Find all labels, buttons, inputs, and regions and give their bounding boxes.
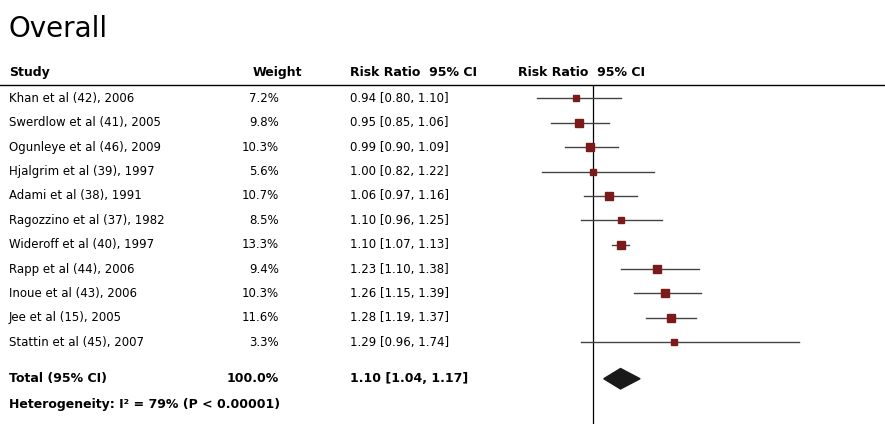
Text: 1.23 [1.10, 1.38]: 1.23 [1.10, 1.38] [350,262,449,276]
Text: 0.99 [0.90, 1.09]: 0.99 [0.90, 1.09] [350,141,449,153]
Text: Stattin et al (45), 2007: Stattin et al (45), 2007 [9,336,144,349]
Text: 1.10 [0.96, 1.25]: 1.10 [0.96, 1.25] [350,214,449,227]
Text: Overall: Overall [9,15,108,43]
Text: 1.10 [1.04, 1.17]: 1.10 [1.04, 1.17] [350,372,468,385]
Text: 7.2%: 7.2% [249,92,279,105]
Text: 1.10 [1.07, 1.13]: 1.10 [1.07, 1.13] [350,238,449,251]
Text: Heterogeneity: I² = 79% (P < 0.00001): Heterogeneity: I² = 79% (P < 0.00001) [9,398,280,411]
Text: Weight: Weight [252,66,302,79]
Text: 9.4%: 9.4% [249,262,279,276]
Text: 10.7%: 10.7% [242,190,279,202]
Text: 5.6%: 5.6% [249,165,279,178]
Text: 13.3%: 13.3% [242,238,279,251]
Text: Total (95% CI): Total (95% CI) [9,372,107,385]
Text: 8.5%: 8.5% [250,214,279,227]
Text: Ogunleye et al (46), 2009: Ogunleye et al (46), 2009 [9,141,161,153]
Text: 1.26 [1.15, 1.39]: 1.26 [1.15, 1.39] [350,287,449,300]
Text: 100.0%: 100.0% [227,372,279,385]
Text: Inoue et al (43), 2006: Inoue et al (43), 2006 [9,287,137,300]
Text: Hjalgrim et al (39), 1997: Hjalgrim et al (39), 1997 [9,165,155,178]
Text: Adami et al (38), 1991: Adami et al (38), 1991 [9,190,142,202]
Text: Risk Ratio  95% CI: Risk Ratio 95% CI [518,66,645,79]
Text: Risk Ratio  95% CI: Risk Ratio 95% CI [350,66,477,79]
Polygon shape [604,368,640,389]
Text: 3.3%: 3.3% [250,336,279,349]
Text: 10.3%: 10.3% [242,287,279,300]
Text: 1.28 [1.19, 1.37]: 1.28 [1.19, 1.37] [350,311,449,324]
Text: 10.3%: 10.3% [242,141,279,153]
Text: Ragozzino et al (37), 1982: Ragozzino et al (37), 1982 [9,214,165,227]
Text: Khan et al (42), 2006: Khan et al (42), 2006 [9,92,135,105]
Text: 1.00 [0.82, 1.22]: 1.00 [0.82, 1.22] [350,165,449,178]
Text: Study: Study [9,66,50,79]
Text: 1.06 [0.97, 1.16]: 1.06 [0.97, 1.16] [350,190,449,202]
Text: 0.94 [0.80, 1.10]: 0.94 [0.80, 1.10] [350,92,448,105]
Text: 0.95 [0.85, 1.06]: 0.95 [0.85, 1.06] [350,116,448,129]
Text: Wideroff et al (40), 1997: Wideroff et al (40), 1997 [9,238,154,251]
Text: Jee et al (15), 2005: Jee et al (15), 2005 [9,311,122,324]
Text: 11.6%: 11.6% [242,311,279,324]
Text: 1.29 [0.96, 1.74]: 1.29 [0.96, 1.74] [350,336,449,349]
Text: Swerdlow et al (41), 2005: Swerdlow et al (41), 2005 [9,116,161,129]
Text: Rapp et al (44), 2006: Rapp et al (44), 2006 [9,262,135,276]
Text: 9.8%: 9.8% [249,116,279,129]
